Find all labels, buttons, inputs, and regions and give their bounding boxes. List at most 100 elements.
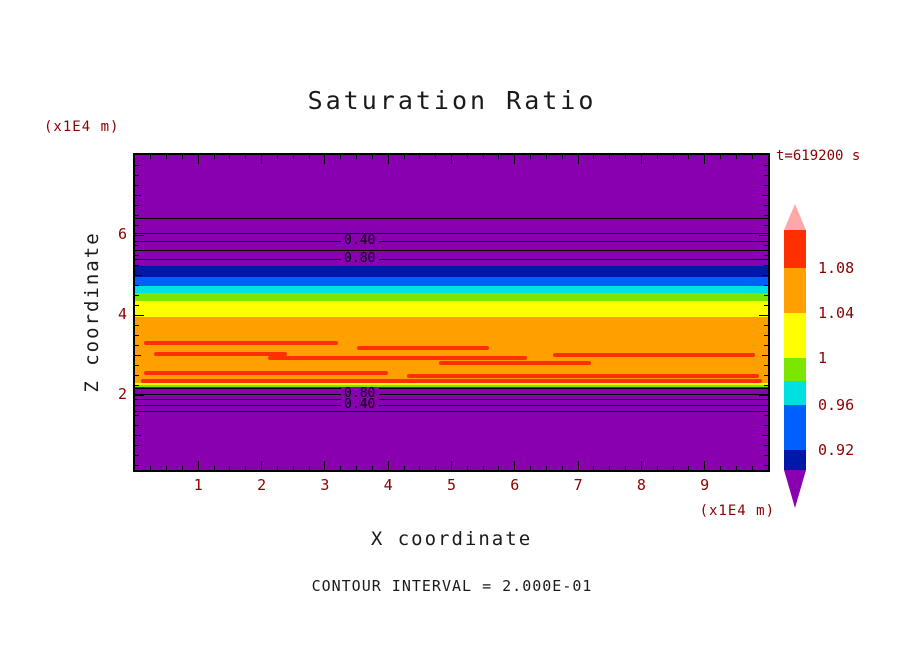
y-tick-right bbox=[764, 264, 768, 266]
y-tick bbox=[135, 404, 139, 406]
x-tick-top bbox=[324, 155, 326, 164]
x-tick-top bbox=[403, 155, 405, 159]
y-tick bbox=[135, 294, 139, 296]
y-axis-unit-label: (x1E4 m) bbox=[44, 119, 120, 135]
x-tick bbox=[656, 466, 658, 470]
x-tick-top bbox=[245, 155, 247, 159]
y-tick bbox=[135, 314, 144, 316]
red-streak bbox=[144, 371, 389, 375]
x-tick-top bbox=[451, 155, 452, 164]
x-tick-top bbox=[530, 155, 532, 159]
y-tick-right bbox=[762, 434, 768, 436]
y-tick-right bbox=[764, 334, 768, 336]
x-tick bbox=[577, 461, 579, 470]
colorbar-arrow-bottom-icon bbox=[784, 470, 806, 508]
contour-line bbox=[135, 250, 768, 251]
x-tick bbox=[561, 466, 563, 470]
y-tick-right bbox=[764, 244, 768, 246]
x-tick-top bbox=[387, 155, 389, 164]
x-axis-title: X coordinate bbox=[370, 528, 533, 550]
x-tick bbox=[530, 466, 532, 470]
x-tick-top bbox=[276, 155, 278, 159]
x-tick-top bbox=[656, 155, 658, 159]
contour-line bbox=[135, 405, 768, 406]
x-tick bbox=[181, 466, 183, 470]
x-tick-label: 6 bbox=[510, 476, 520, 494]
colorbar-segment-blue bbox=[784, 405, 806, 450]
x-tick bbox=[229, 466, 231, 470]
y-tick bbox=[135, 464, 139, 466]
contour-line bbox=[135, 233, 768, 234]
y-tick-right bbox=[764, 324, 768, 326]
contour-line bbox=[135, 411, 768, 412]
x-tick bbox=[720, 466, 722, 470]
x-tick-top bbox=[197, 155, 199, 164]
x-tick-top bbox=[166, 155, 168, 159]
band-yellow bbox=[135, 383, 768, 386]
y-tick-label: 4 bbox=[117, 305, 127, 323]
y-tick-right bbox=[764, 224, 768, 226]
x-tick bbox=[356, 466, 358, 470]
red-streak bbox=[144, 341, 338, 345]
y-tick-right bbox=[762, 274, 768, 276]
y-tick bbox=[135, 304, 139, 306]
y-tick bbox=[135, 174, 139, 176]
y-tick-right bbox=[764, 454, 768, 456]
x-tick-top bbox=[419, 155, 421, 159]
colorbar-label: 1.08 bbox=[818, 259, 855, 277]
x-tick bbox=[672, 466, 674, 470]
contour-line bbox=[135, 241, 768, 242]
y-tick bbox=[135, 324, 139, 326]
y-tick bbox=[135, 454, 139, 456]
x-tick-top bbox=[545, 155, 547, 159]
x-tick-top bbox=[308, 155, 310, 159]
band-green bbox=[135, 293, 768, 301]
y-tick bbox=[135, 214, 139, 216]
y-tick-right bbox=[759, 234, 768, 236]
y-tick bbox=[135, 254, 139, 256]
band-green bbox=[135, 385, 768, 388]
x-tick-top bbox=[229, 155, 231, 159]
y-tick-right bbox=[764, 174, 768, 176]
x-tick bbox=[688, 466, 690, 470]
y-tick-right bbox=[764, 464, 768, 466]
y-tick-right bbox=[759, 394, 768, 396]
x-tick bbox=[166, 466, 168, 470]
red-streak bbox=[141, 379, 762, 384]
x-tick bbox=[387, 461, 389, 470]
plot-area: 0.40 0.80 0.80 0.40 bbox=[135, 155, 768, 470]
x-tick-label: 5 bbox=[446, 476, 457, 494]
y-tick bbox=[135, 164, 139, 166]
x-tick-top bbox=[482, 155, 484, 159]
x-tick-label: 7 bbox=[573, 476, 583, 494]
colorbar-segment-cyan bbox=[784, 381, 806, 405]
colorbar bbox=[784, 204, 806, 508]
y-tick bbox=[135, 184, 139, 186]
x-tick bbox=[197, 461, 199, 470]
x-tick-label: 4 bbox=[383, 476, 393, 494]
x-tick bbox=[245, 466, 247, 470]
x-tick-top bbox=[720, 155, 722, 159]
x-tick-top bbox=[213, 155, 215, 159]
y-tick bbox=[135, 234, 144, 236]
x-tick-top bbox=[150, 155, 152, 159]
y-tick-right bbox=[764, 364, 768, 366]
y-tick-right bbox=[759, 314, 768, 316]
band-blue bbox=[135, 277, 768, 286]
x-tick-top bbox=[371, 155, 373, 159]
x-tick-top bbox=[735, 155, 737, 159]
x-tick bbox=[640, 461, 642, 470]
y-tick bbox=[135, 284, 139, 286]
x-tick-top bbox=[561, 155, 563, 159]
y-tick bbox=[135, 274, 141, 276]
x-tick bbox=[340, 466, 342, 470]
x-tick-top bbox=[640, 155, 642, 164]
red-streak bbox=[267, 356, 528, 361]
y-tick bbox=[135, 354, 141, 356]
x-tick bbox=[482, 466, 484, 470]
y-tick bbox=[135, 194, 141, 196]
x-tick bbox=[625, 466, 627, 470]
colorbar-label: 0.92 bbox=[818, 441, 855, 459]
band-yellow bbox=[135, 301, 768, 317]
x-tick-top bbox=[751, 155, 753, 159]
